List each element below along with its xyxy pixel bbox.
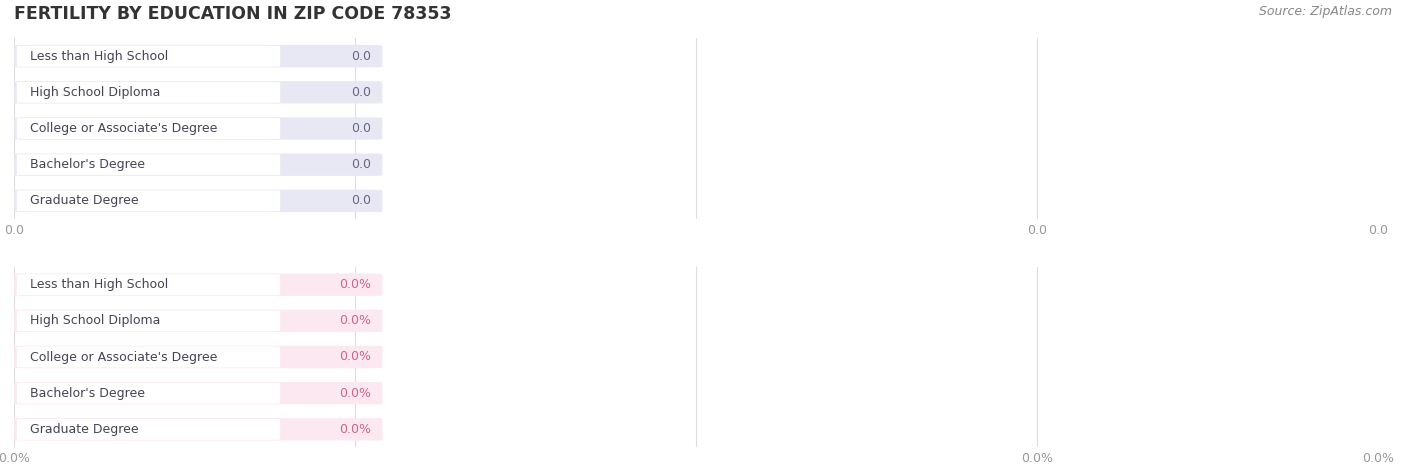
Text: 0.0: 0.0 (352, 158, 371, 171)
FancyBboxPatch shape (14, 189, 382, 212)
Text: Graduate Degree: Graduate Degree (31, 194, 139, 208)
FancyBboxPatch shape (14, 117, 382, 140)
FancyBboxPatch shape (14, 45, 382, 68)
Text: Less than High School: Less than High School (31, 50, 169, 63)
Text: College or Associate's Degree: College or Associate's Degree (31, 122, 218, 135)
FancyBboxPatch shape (14, 81, 382, 104)
Text: 0.0%: 0.0% (339, 387, 371, 400)
Text: 0.0: 0.0 (352, 50, 371, 63)
FancyBboxPatch shape (17, 383, 280, 404)
Text: 0.0%: 0.0% (339, 314, 371, 327)
Text: 0.0%: 0.0% (339, 423, 371, 436)
Text: 0.0%: 0.0% (339, 350, 371, 364)
Text: College or Associate's Degree: College or Associate's Degree (31, 350, 218, 364)
FancyBboxPatch shape (17, 46, 280, 67)
FancyBboxPatch shape (14, 153, 382, 176)
Text: Bachelor's Degree: Bachelor's Degree (31, 158, 145, 171)
FancyBboxPatch shape (17, 154, 280, 175)
Text: Less than High School: Less than High School (31, 278, 169, 291)
Text: High School Diploma: High School Diploma (31, 314, 160, 327)
Text: 0.0: 0.0 (352, 86, 371, 99)
Text: FERTILITY BY EDUCATION IN ZIP CODE 78353: FERTILITY BY EDUCATION IN ZIP CODE 78353 (14, 5, 451, 23)
FancyBboxPatch shape (14, 346, 382, 368)
Text: 0.0: 0.0 (352, 194, 371, 208)
Text: Bachelor's Degree: Bachelor's Degree (31, 387, 145, 400)
Text: 0.0%: 0.0% (339, 278, 371, 291)
FancyBboxPatch shape (17, 274, 280, 295)
FancyBboxPatch shape (17, 82, 280, 103)
Text: High School Diploma: High School Diploma (31, 86, 160, 99)
FancyBboxPatch shape (14, 273, 382, 296)
Text: 0.0: 0.0 (352, 122, 371, 135)
FancyBboxPatch shape (17, 347, 280, 367)
FancyBboxPatch shape (14, 309, 382, 332)
FancyBboxPatch shape (17, 419, 280, 440)
FancyBboxPatch shape (14, 418, 382, 441)
FancyBboxPatch shape (14, 382, 382, 405)
Text: Source: ZipAtlas.com: Source: ZipAtlas.com (1258, 5, 1392, 18)
Text: Graduate Degree: Graduate Degree (31, 423, 139, 436)
FancyBboxPatch shape (17, 118, 280, 139)
FancyBboxPatch shape (17, 310, 280, 331)
FancyBboxPatch shape (17, 190, 280, 211)
